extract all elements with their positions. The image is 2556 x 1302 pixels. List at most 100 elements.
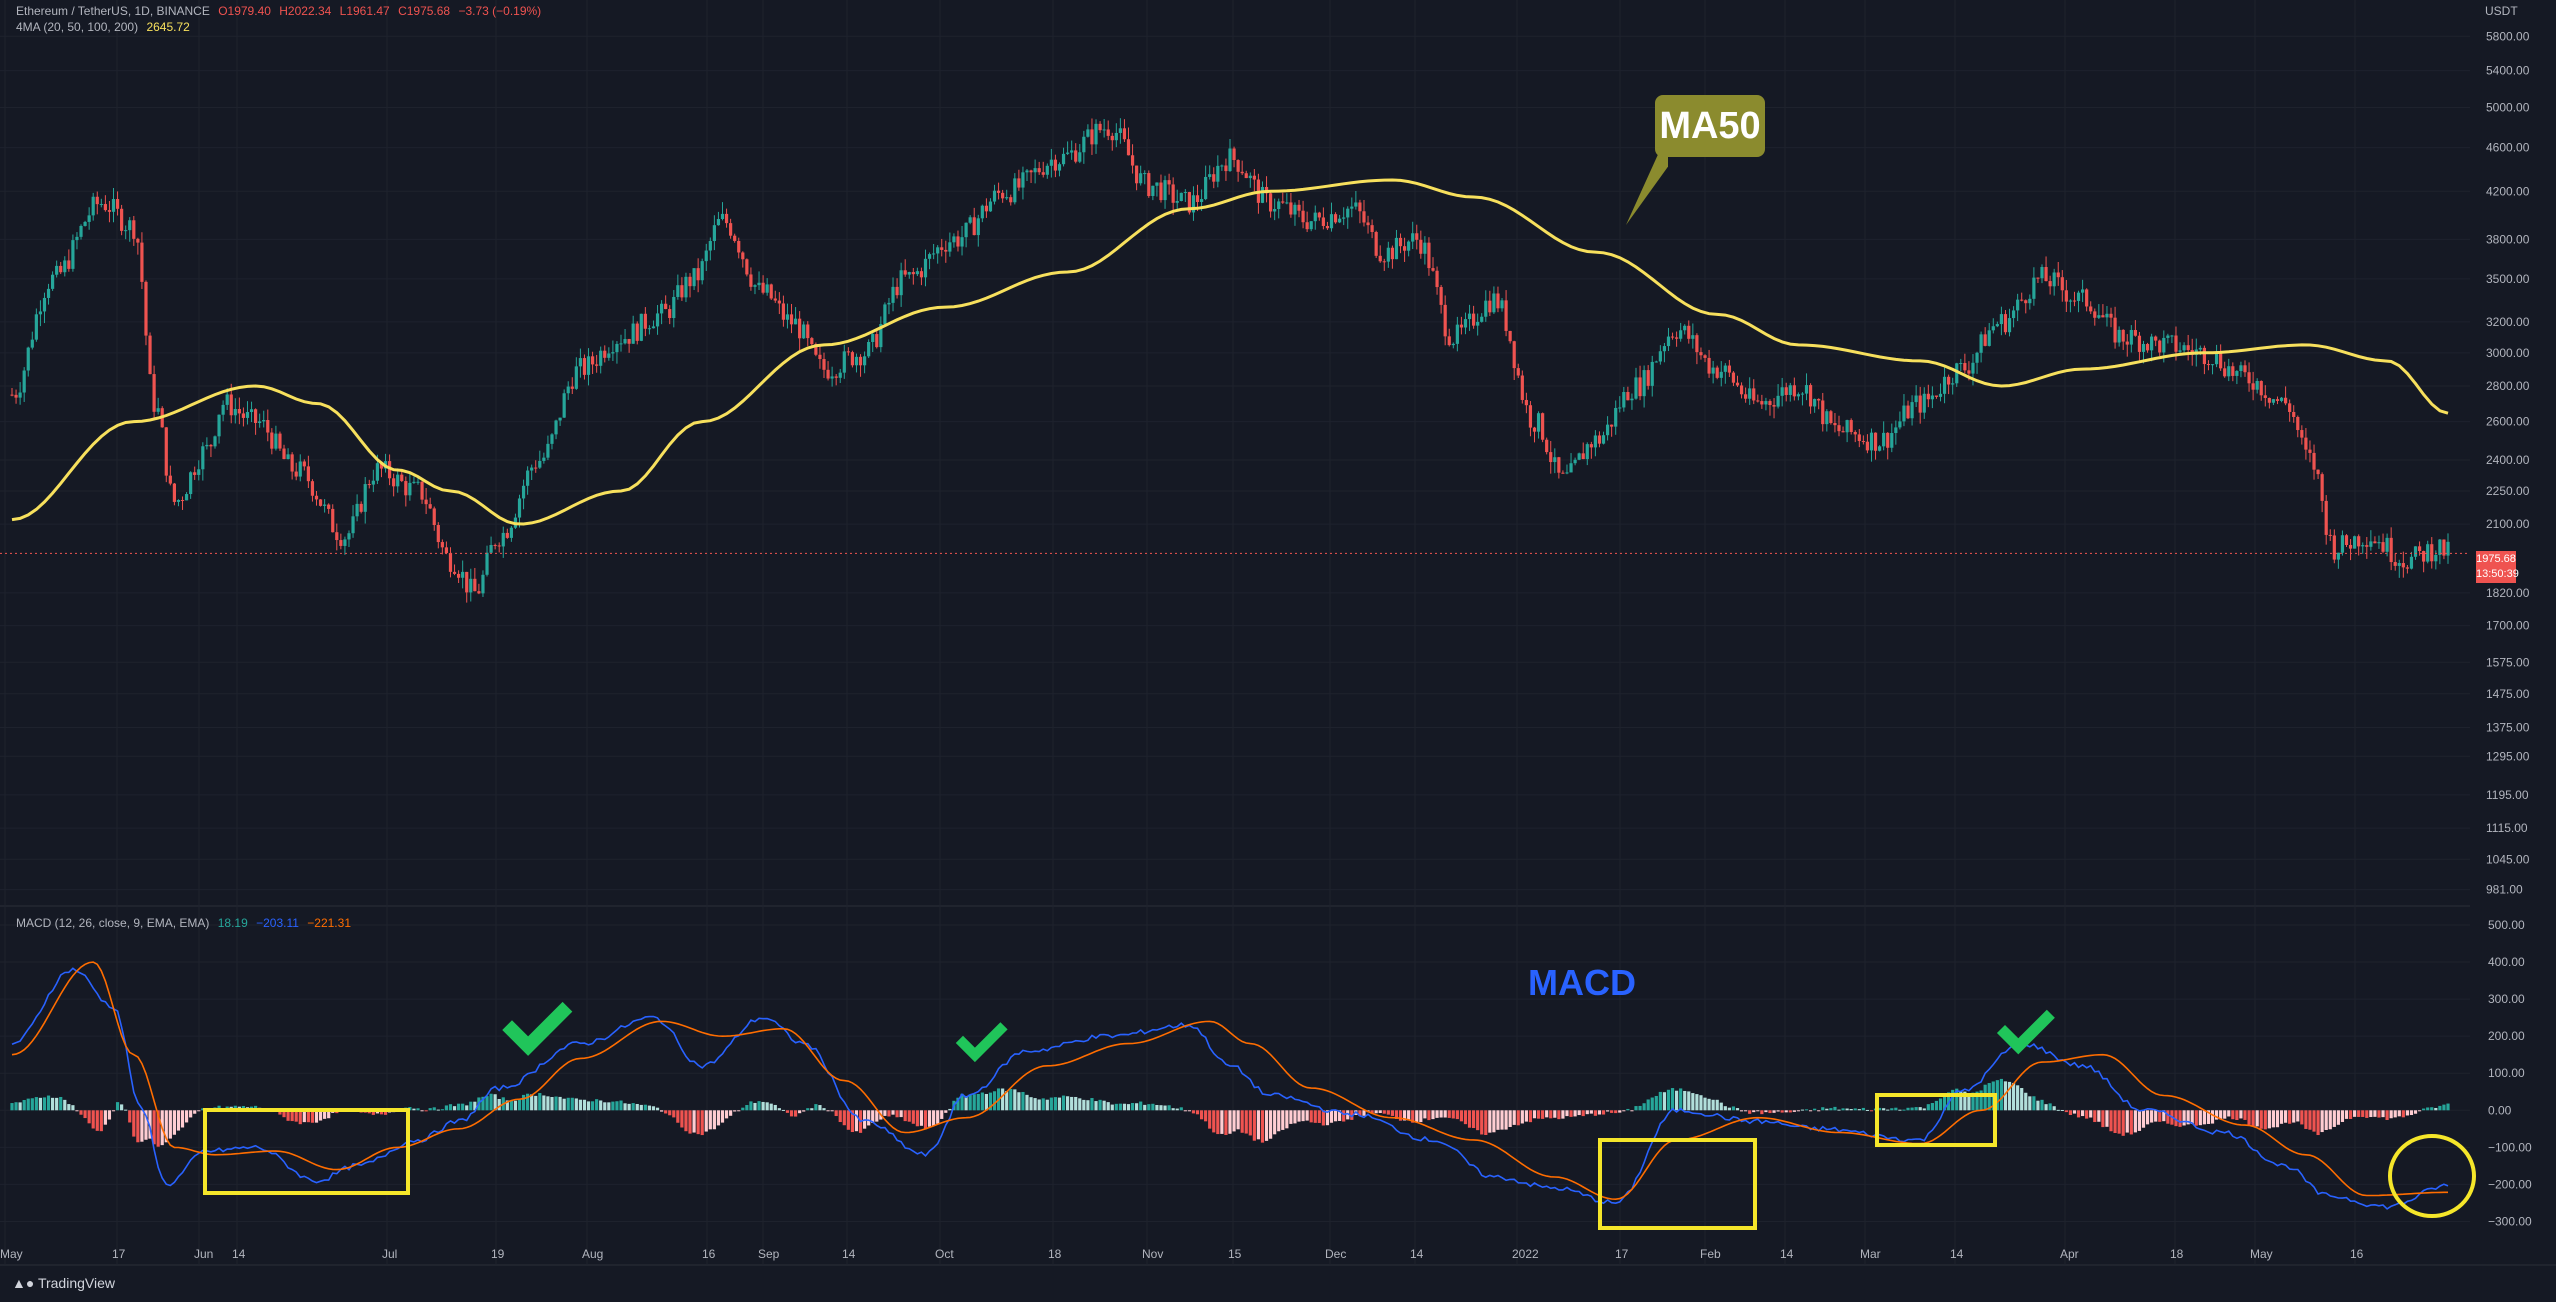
- histogram-bar: [1857, 1109, 1861, 1111]
- candle-body: [1398, 237, 1403, 247]
- candle-body: [700, 261, 704, 281]
- histogram-bar: [156, 1110, 160, 1147]
- candle-body: [1902, 405, 1906, 422]
- histogram-bar: [2202, 1110, 2206, 1125]
- candle-body: [956, 236, 960, 247]
- symbol-legend[interactable]: Ethereum / TetherUS, 1D, BINANCE O1979.4…: [16, 4, 546, 18]
- candle-body: [2263, 395, 2267, 398]
- histogram-bar: [140, 1110, 144, 1142]
- candle-body: [1869, 432, 1874, 451]
- candle-body: [1029, 170, 1033, 173]
- histogram-bar: [2304, 1110, 2308, 1129]
- histogram-bar: [1402, 1110, 1407, 1121]
- ma-label: 4MA (20, 50, 100, 200): [16, 20, 139, 34]
- time-tick-label: Jun: [194, 1247, 213, 1261]
- candle-body: [2093, 311, 2097, 318]
- histogram-bar: [2101, 1110, 2105, 1128]
- candle-body: [562, 393, 566, 418]
- histogram-bar: [461, 1103, 465, 1111]
- candle-body: [887, 302, 891, 305]
- candle-body: [2385, 537, 2389, 552]
- histogram-bar: [412, 1108, 416, 1111]
- candle-body: [1675, 337, 1679, 339]
- candle-body: [1898, 421, 1902, 428]
- histogram-bar: [834, 1110, 838, 1117]
- candle-body: [2223, 368, 2227, 377]
- time-tick-label: Nov: [1142, 1247, 1163, 1261]
- candle-body: [2259, 381, 2263, 396]
- histogram-bar: [1293, 1110, 1297, 1124]
- candle-body: [1776, 395, 1780, 407]
- candle-body: [854, 356, 859, 366]
- candle-body: [2007, 318, 2012, 333]
- histogram-bar: [903, 1110, 907, 1122]
- histogram-bar: [1240, 1110, 1244, 1133]
- histogram-bar: [2007, 1081, 2012, 1111]
- histogram-bar: [424, 1110, 428, 1112]
- candle-body: [351, 516, 355, 534]
- histogram-bar: [2328, 1110, 2332, 1130]
- histogram-bar: [590, 1101, 595, 1111]
- histogram-bar: [172, 1110, 176, 1135]
- histogram-bar: [432, 1107, 436, 1111]
- histogram-bar: [2223, 1110, 2227, 1119]
- candle-body: [387, 461, 392, 479]
- candle-body: [2288, 403, 2292, 412]
- candle-body: [294, 471, 298, 477]
- candle-body: [1731, 372, 1736, 383]
- histogram-bar: [1224, 1110, 1228, 1135]
- histogram-bar: [14, 1102, 18, 1111]
- histogram-bar: [1208, 1110, 1212, 1129]
- histogram-bar: [509, 1100, 513, 1111]
- candle-body: [1013, 178, 1017, 203]
- ma50-callout-pointer: [1626, 150, 1668, 225]
- histogram-bar: [651, 1106, 656, 1111]
- candle-body: [1037, 168, 1041, 173]
- candle-body: [1650, 361, 1654, 386]
- candle-body: [209, 444, 213, 447]
- histogram-bar: [1244, 1110, 1248, 1134]
- histogram-bar: [749, 1101, 753, 1111]
- ma-legend[interactable]: 4MA (20, 50, 100, 200) 2645.72: [16, 20, 195, 34]
- candle-body: [526, 470, 530, 486]
- histogram-bar: [550, 1097, 554, 1111]
- candle-body: [1760, 401, 1764, 405]
- histogram-bar: [1861, 1107, 1865, 1111]
- candle-body: [1573, 459, 1577, 464]
- candle-body: [1094, 123, 1098, 145]
- histogram-bar: [733, 1110, 737, 1112]
- candle-body: [1557, 457, 1561, 473]
- histogram-bar: [1305, 1110, 1309, 1121]
- candle-body: [1833, 423, 1837, 426]
- macd-legend[interactable]: MACD (12, 26, close, 9, EMA, EMA) 18.19 …: [16, 916, 356, 930]
- candle-body: [863, 356, 867, 366]
- candle-body: [789, 314, 794, 325]
- histogram-bar: [704, 1110, 708, 1132]
- ohlc-open: O1979.40: [218, 4, 271, 18]
- macd-line: [11, 967, 2449, 1210]
- histogram-bar: [1849, 1109, 1853, 1111]
- candle-body: [2166, 335, 2170, 338]
- candle-body: [2377, 542, 2381, 544]
- histogram-bar: [830, 1110, 834, 1112]
- histogram-bar: [1695, 1094, 1699, 1111]
- histogram-bar: [2231, 1110, 2235, 1120]
- time-tick-label: Oct: [935, 1247, 954, 1261]
- candle-body: [570, 386, 574, 389]
- candle-body: [1492, 293, 1496, 313]
- candle-body: [485, 552, 489, 575]
- histogram-bar: [193, 1110, 197, 1114]
- histogram-bar: [692, 1110, 696, 1133]
- candle-body: [1143, 173, 1147, 175]
- candle-body: [948, 242, 952, 252]
- histogram-bar: [1589, 1110, 1593, 1114]
- histogram-bar: [2430, 1107, 2434, 1111]
- histogram-bar: [635, 1103, 639, 1111]
- histogram-bar: [1727, 1107, 1731, 1111]
- candle-body: [2198, 347, 2202, 350]
- histogram-bar: [1658, 1091, 1662, 1111]
- histogram-bar: [1386, 1110, 1390, 1115]
- histogram-bar: [1431, 1110, 1435, 1120]
- histogram-bar: [2190, 1110, 2194, 1124]
- tradingview-logo[interactable]: ▲● TradingView: [12, 1275, 115, 1291]
